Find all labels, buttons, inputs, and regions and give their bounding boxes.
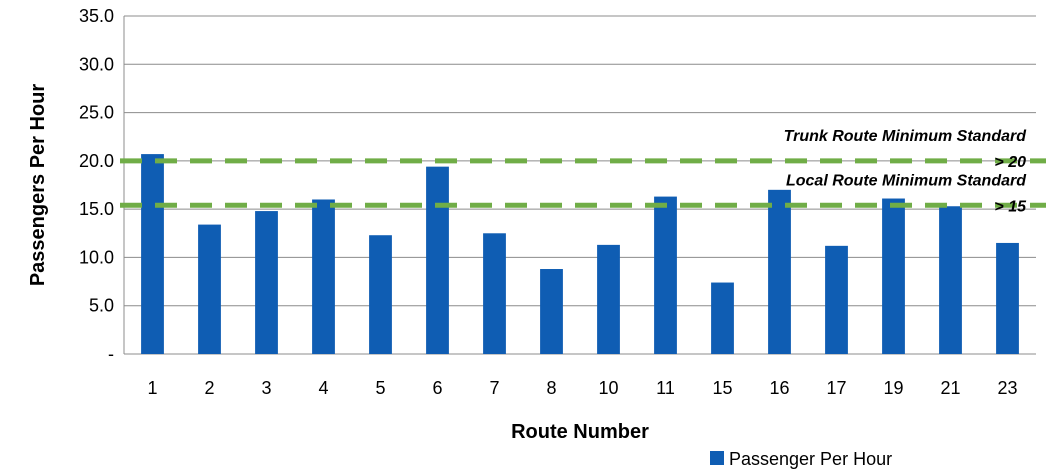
bar bbox=[483, 233, 506, 354]
bar bbox=[939, 206, 962, 354]
y-tick-label: 35.0 bbox=[79, 6, 114, 26]
bar bbox=[141, 154, 164, 354]
x-tick-label: 8 bbox=[546, 378, 556, 398]
x-tick-label: 2 bbox=[204, 378, 214, 398]
bar bbox=[198, 224, 221, 354]
reference-line-sublabel: > 20 bbox=[994, 154, 1026, 171]
y-tick-label: 5.0 bbox=[89, 296, 114, 316]
y-axis-title: Passengers Per Hour bbox=[27, 84, 49, 287]
y-tick-label: 25.0 bbox=[79, 103, 114, 123]
y-tick-label: 20.0 bbox=[79, 151, 114, 171]
x-axis-ticks: 1 2 3 4 5 6 7 8 10 11 15 16 17 19 21 23 bbox=[147, 378, 1017, 398]
bar bbox=[255, 211, 278, 354]
y-tick-label: - bbox=[108, 344, 114, 364]
x-tick-label: 15 bbox=[712, 378, 732, 398]
legend-label: Passenger Per Hour bbox=[729, 449, 892, 469]
bar bbox=[540, 269, 563, 354]
y-tick-label: 30.0 bbox=[79, 54, 114, 74]
x-tick-label: 3 bbox=[261, 378, 271, 398]
y-axis-ticks: - 5.0 10.0 15.0 20.0 25.0 30.0 35.0 bbox=[79, 6, 114, 364]
y-tick-label: 10.0 bbox=[79, 247, 114, 267]
bar bbox=[825, 245, 848, 354]
bar bbox=[996, 242, 1019, 354]
legend: Passenger Per Hour bbox=[710, 449, 892, 469]
x-tick-label: 11 bbox=[656, 378, 675, 398]
x-tick-label: 5 bbox=[375, 378, 385, 398]
bar bbox=[597, 244, 620, 354]
x-tick-label: 19 bbox=[883, 378, 903, 398]
bars bbox=[141, 154, 1019, 354]
bar bbox=[426, 166, 449, 354]
y-tick-label: 15.0 bbox=[79, 199, 114, 219]
x-tick-label: 7 bbox=[489, 378, 499, 398]
x-tick-label: 4 bbox=[318, 378, 328, 398]
x-tick-label: 21 bbox=[940, 378, 960, 398]
x-tick-label: 10 bbox=[598, 378, 618, 398]
x-tick-label: 17 bbox=[826, 378, 846, 398]
bar bbox=[654, 196, 677, 354]
bar bbox=[768, 189, 791, 354]
bar bbox=[711, 282, 734, 354]
x-tick-label: 6 bbox=[432, 378, 442, 398]
reference-line-label: Trunk Route Minimum Standard bbox=[784, 128, 1028, 145]
legend-swatch bbox=[710, 451, 724, 465]
x-tick-label: 1 bbox=[147, 378, 157, 398]
x-axis-title: Route Number bbox=[511, 421, 649, 443]
bar bbox=[369, 235, 392, 354]
x-tick-label: 16 bbox=[769, 378, 789, 398]
bar bbox=[312, 199, 335, 354]
bar bbox=[882, 198, 905, 354]
reference-line-label: Local Route Minimum Standard bbox=[786, 172, 1027, 189]
reference-line-sublabel: > 15 bbox=[994, 198, 1027, 215]
x-tick-label: 23 bbox=[997, 378, 1017, 398]
